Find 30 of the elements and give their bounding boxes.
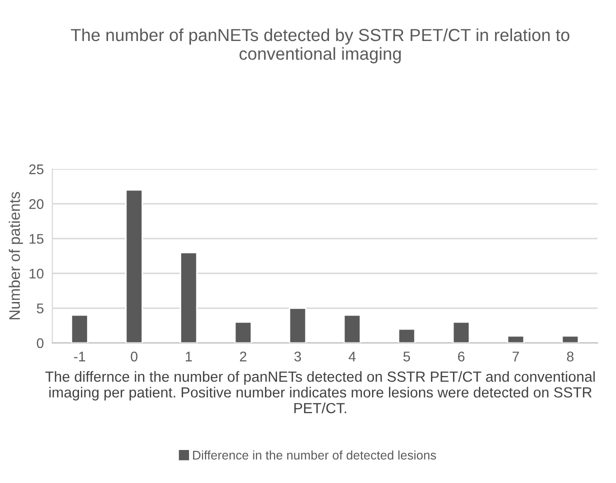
x-tick-label: 0 (130, 352, 138, 362)
x-tick-label: 7 (512, 352, 519, 362)
y-tick-label: 20 (29, 199, 44, 209)
bar (70, 314, 88, 343)
bar (288, 307, 307, 343)
bar (180, 252, 198, 343)
bar (125, 189, 144, 343)
chart-title: The number of panNETs detected by SSTR PET/CT in relation to conventional imaging (70, 28, 570, 64)
x-tick-label: -1 (74, 352, 86, 362)
x-tick-label: 3 (294, 352, 301, 362)
y-axis-title: Number of patients (8, 192, 24, 320)
x-tick-label: 4 (348, 352, 356, 362)
y-tick-label: 15 (30, 234, 44, 244)
x-tick-label: 8 (567, 352, 574, 362)
x-tick-label: 2 (240, 352, 246, 362)
bar (561, 335, 580, 343)
y-tick-label: 0 (36, 338, 44, 348)
bar (452, 321, 470, 343)
bar (343, 314, 362, 343)
x-tick-label: 6 (458, 352, 464, 362)
y-tick-label: 5 (36, 304, 44, 314)
bar (398, 328, 416, 343)
bar (506, 335, 525, 343)
x-tick-label: 5 (403, 352, 410, 362)
x-tick-label: 1 (186, 352, 192, 362)
y-tick-label: 10 (30, 268, 44, 279)
legend-label: Difference in the number of detected lesions (193, 450, 436, 460)
bar (234, 321, 252, 343)
y-tick-label: 25 (29, 164, 44, 174)
x-axis-title: The differnce in the number of panNETs detected on SSTR PET/CT and conventional imaging per patient. Positive number indicates more lesions were detected on SSTR PET/CT. (45, 371, 595, 414)
